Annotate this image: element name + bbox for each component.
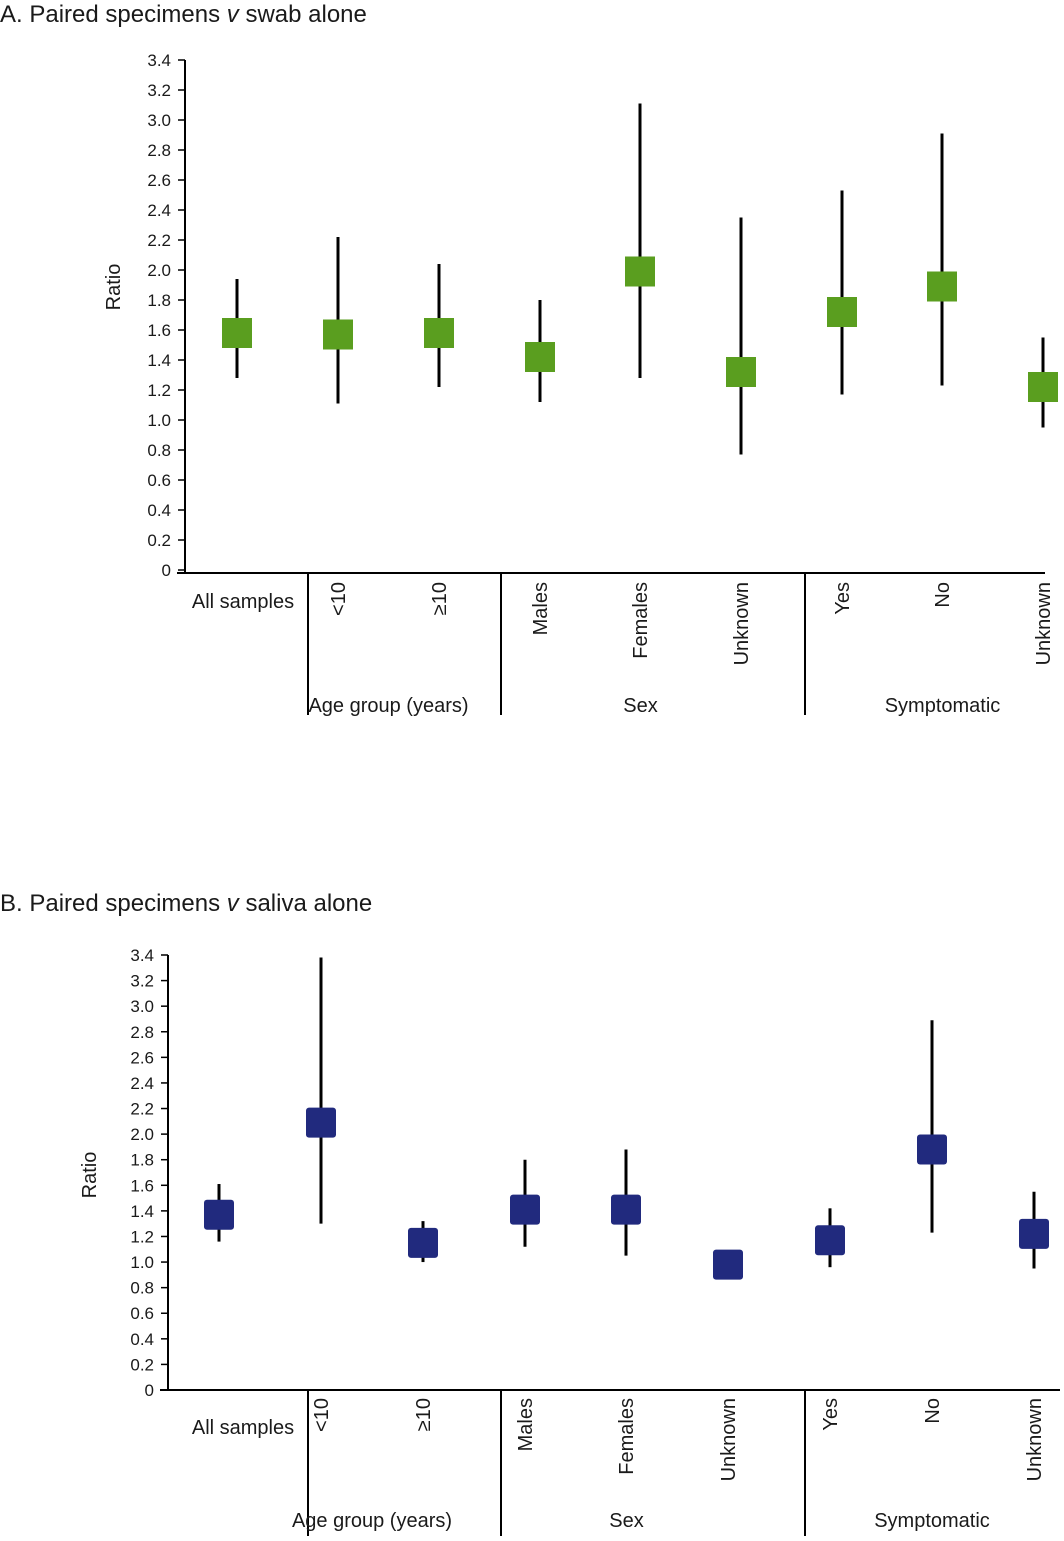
y-tick-label: 1.0 [130, 1253, 154, 1272]
y-tick-label: 2.2 [147, 231, 171, 250]
y-tick-label: 1.2 [147, 381, 171, 400]
category-label: Unknown [1033, 582, 1055, 665]
y-tick-label: 2.4 [147, 201, 171, 220]
y-tick-label: 2.8 [130, 1023, 154, 1042]
y-tick-label: 2.0 [130, 1125, 154, 1144]
category-label: Males [530, 582, 552, 635]
group-label: Sex [609, 1510, 643, 1532]
point-estimate [625, 256, 655, 287]
group-label: Sex [623, 695, 657, 717]
y-tick-label: 0.6 [130, 1304, 154, 1323]
group-label: Symptomatic [885, 695, 1001, 717]
chart-panel-a: A. Paired specimens v swab alone 0 0.2 0.4 0… [0, 1, 1058, 717]
category-label: <10 [328, 582, 350, 616]
y-tick-label: 0.2 [130, 1355, 154, 1374]
category-label: Yes [820, 1398, 842, 1431]
chart-title: A. Paired specimens v swab alone [0, 1, 367, 28]
point-estimate [927, 271, 957, 302]
y-tick-label: 3.4 [147, 51, 171, 70]
y-tick-label: 0.4 [147, 501, 171, 520]
category-label: Females [630, 582, 652, 659]
category-label: All samples [192, 1417, 294, 1439]
category-label: Males [515, 1398, 537, 1451]
point-estimate [408, 1227, 438, 1258]
y-tick-label: 0.6 [147, 471, 171, 490]
y-tick-label: 1.4 [130, 1202, 154, 1221]
group-label: Age group (years) [292, 1510, 452, 1532]
point-estimate [726, 357, 756, 387]
category-label: Yes [832, 582, 854, 615]
category-label: Unknown [1024, 1398, 1046, 1481]
y-axis-label: Ratio [79, 1152, 101, 1199]
point-estimate [204, 1199, 234, 1230]
y-tick-label: 1.4 [147, 351, 171, 370]
y-tick-label: 1.8 [147, 291, 171, 310]
category-label: No [932, 582, 954, 608]
chart-panel-b: B. Paired specimens v saliva alone 0 0.2 0.… [0, 890, 1060, 1536]
category-label: <10 [311, 1398, 333, 1432]
category-label: ≥10 [413, 1398, 435, 1431]
point-estimate [713, 1249, 743, 1280]
y-tick-label: 0 [145, 1381, 154, 1400]
point-estimate [611, 1194, 641, 1225]
point-estimate [815, 1225, 845, 1256]
point-estimate [222, 318, 252, 348]
point-estimate [525, 342, 555, 372]
y-tick-label: 2.4 [130, 1074, 154, 1093]
y-tick-label: 0.4 [130, 1330, 154, 1349]
y-tick-label: 3.4 [130, 946, 154, 965]
y-tick-label: 0.2 [147, 531, 171, 550]
category-label: Unknown [718, 1398, 740, 1481]
category-label: Unknown [731, 582, 753, 665]
y-tick-label: 2.8 [147, 141, 171, 160]
point-estimate [306, 1107, 336, 1138]
y-tick-label: 0.8 [130, 1279, 154, 1298]
point-estimate [1019, 1218, 1049, 1249]
y-tick-label: 1.2 [130, 1227, 154, 1246]
chart-title: B. Paired specimens v saliva alone [0, 890, 372, 917]
y-tick-label: 2.6 [130, 1048, 154, 1067]
point-estimate [1028, 372, 1058, 402]
y-tick-label: 1.8 [130, 1151, 154, 1170]
y-tick-label: 2.6 [147, 171, 171, 190]
point-estimate [323, 319, 353, 350]
point-estimate [917, 1134, 947, 1165]
y-tick-label: 3.0 [147, 111, 171, 130]
y-tick-label: 0.8 [147, 441, 171, 460]
y-tick-label: 3.2 [147, 81, 171, 100]
point-estimate [510, 1194, 540, 1225]
y-tick-label: 3.2 [130, 972, 154, 991]
point-estimate [827, 297, 857, 327]
y-tick-label: 1.6 [130, 1176, 154, 1195]
group-label: Age group (years) [308, 695, 468, 717]
group-label: Symptomatic [874, 1510, 990, 1532]
category-label: ≥10 [429, 582, 451, 615]
y-tick-label: 3.0 [130, 997, 154, 1016]
y-tick-label: 1.6 [147, 321, 171, 340]
category-label: No [922, 1398, 944, 1424]
point-estimate [424, 318, 454, 348]
y-axis-label: Ratio [103, 264, 125, 311]
y-tick-label: 2.0 [147, 261, 171, 280]
category-label: Females [616, 1398, 638, 1475]
y-tick-label: 1.0 [147, 411, 171, 430]
y-tick-label: 0 [162, 561, 171, 580]
y-tick-label: 2.2 [130, 1100, 154, 1119]
category-label: All samples [192, 591, 294, 613]
